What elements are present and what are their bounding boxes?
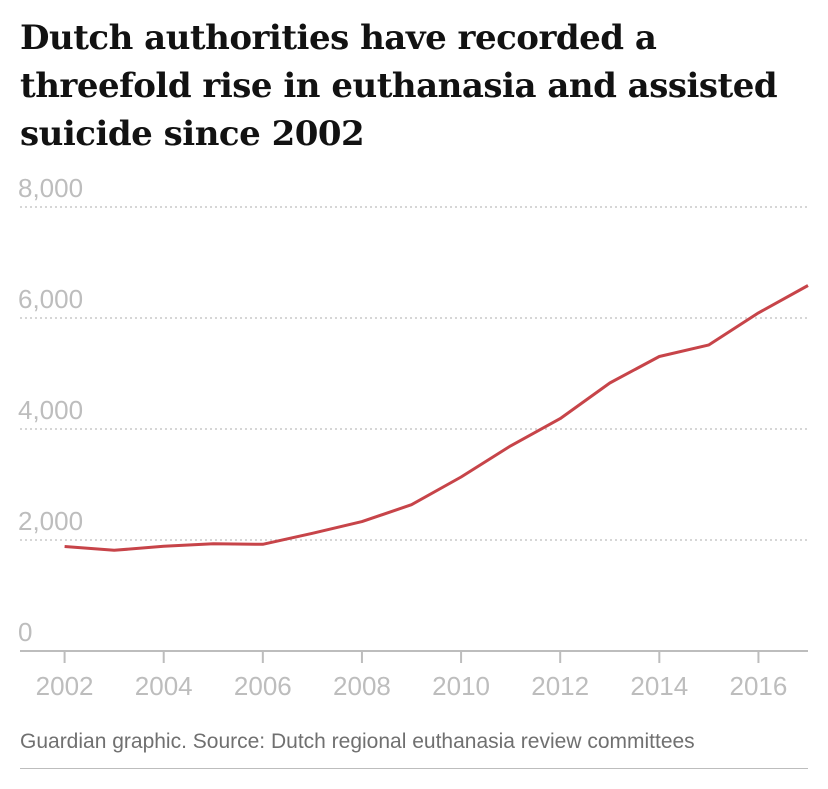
x-tick-label: 2016 <box>730 671 788 701</box>
x-tick-label: 2002 <box>36 671 94 701</box>
bottom-rule <box>20 768 808 769</box>
gridlines <box>20 206 808 541</box>
y-tick-label: 6,000 <box>18 284 83 314</box>
source-note: Guardian graphic. Source: Dutch regional… <box>20 730 695 753</box>
x-axis-ticks: 2002 2004 2006 2008 2010 2012 2014 2016 <box>36 651 788 701</box>
y-axis-ticks: 0 2,000 4,000 6,000 8,000 <box>18 173 83 647</box>
chart-title: Dutch authorities have recorded a threef… <box>20 18 778 154</box>
x-tick-label: 2004 <box>135 671 193 701</box>
y-tick-label: 0 <box>18 617 32 647</box>
x-tick-label: 2010 <box>432 671 490 701</box>
y-tick-label: 2,000 <box>18 506 83 536</box>
y-tick-label: 8,000 <box>18 173 83 203</box>
x-tick-label: 2006 <box>234 671 292 701</box>
x-tick-label: 2012 <box>531 671 589 701</box>
x-tick-label: 2008 <box>333 671 391 701</box>
y-tick-label: 4,000 <box>18 395 83 425</box>
x-tick-label: 2014 <box>630 671 688 701</box>
series-line <box>64 284 809 552</box>
